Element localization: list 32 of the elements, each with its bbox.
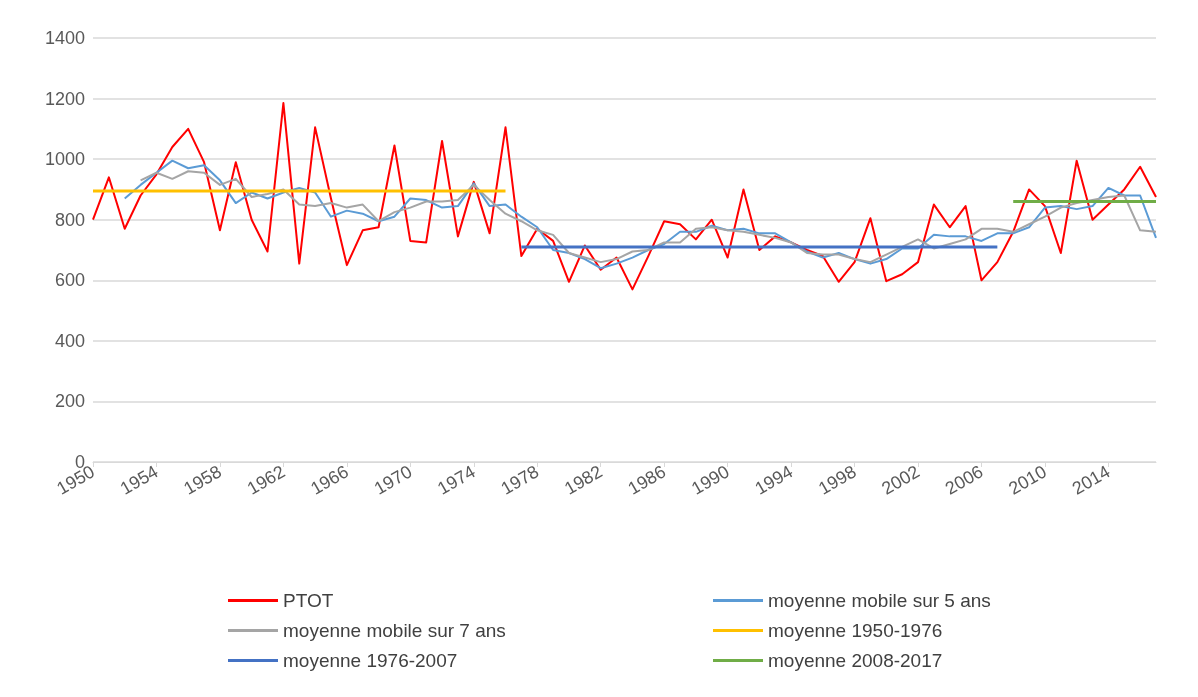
x-tick-label: 2006: [941, 461, 987, 499]
x-tick-label: 2002: [878, 461, 924, 499]
x-tick-label: 2014: [1068, 461, 1114, 499]
legend-label: moyenne mobile sur 7 ans: [283, 620, 506, 641]
legend-label: moyenne 2008-2017: [768, 650, 943, 671]
x-tick-label: 1974: [434, 461, 479, 499]
x-tick-label: 1994: [751, 461, 797, 499]
y-tick-label: 1400: [44, 28, 85, 48]
y-tick-label: 600: [54, 270, 85, 291]
x-tick-label: 1982: [561, 461, 606, 499]
line-series: [139, 170, 1157, 264]
x-tick-label: 1970: [370, 461, 416, 499]
line-series: [92, 102, 1157, 291]
x-tick-label: 1962: [243, 461, 289, 499]
x-tick-label: 1958: [180, 461, 225, 499]
x-tick-label: 1978: [497, 461, 543, 499]
legend-label: PTOT: [283, 590, 334, 611]
y-tick-label: 1000: [44, 149, 85, 170]
y-tick-label: 1200: [44, 88, 85, 109]
x-tick-label: 1998: [814, 461, 860, 499]
x-tick-label: 2010: [1005, 461, 1050, 499]
x-tick-label: 1966: [307, 461, 352, 499]
x-tick-label: 1986: [624, 461, 670, 499]
y-tick-label: 400: [54, 330, 85, 351]
x-tick-label: 1954: [116, 461, 162, 499]
line-series: [123, 159, 1157, 270]
y-tick-label: 800: [54, 209, 85, 230]
legend-label: moyenne mobile sur 5 ans: [768, 590, 991, 611]
legend-label: moyenne 1950-1976: [768, 620, 943, 641]
legend-label: moyenne 1976-2007: [283, 650, 458, 671]
x-tick-label: 1990: [687, 461, 733, 499]
y-tick-label: 200: [54, 391, 85, 412]
